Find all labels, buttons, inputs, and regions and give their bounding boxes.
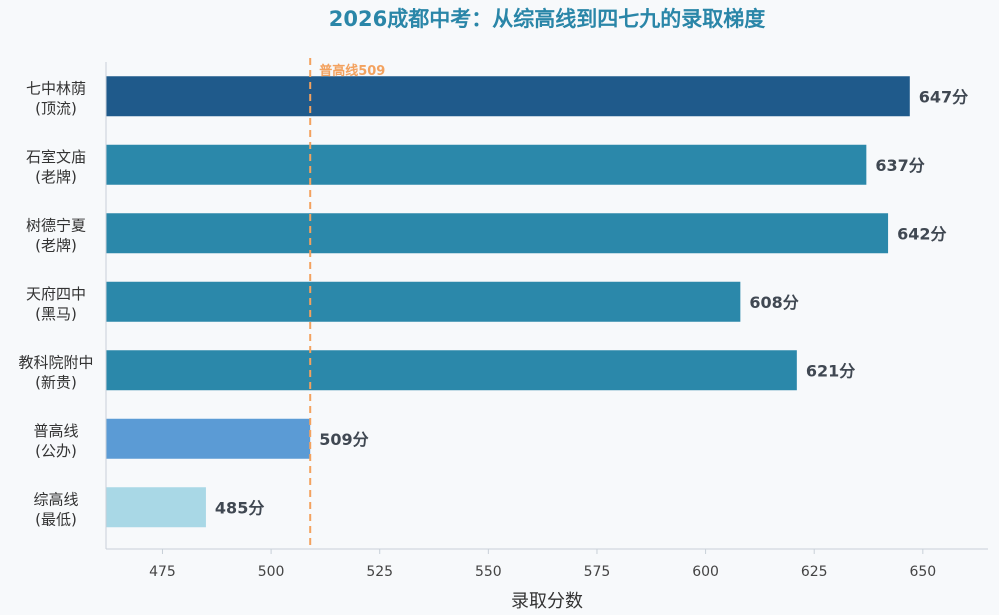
x-tick-label-1: 500: [258, 564, 285, 580]
value-label-4: 621分: [806, 361, 855, 380]
value-label-6: 485分: [215, 498, 264, 517]
x-tick-label-6: 625: [801, 564, 828, 580]
category-label-4: 教科院附中: [18, 353, 93, 371]
category-tag-4: (新贵): [35, 373, 77, 391]
bar-6: [106, 487, 206, 528]
bar-4: [106, 350, 797, 391]
bar-1: [106, 144, 867, 185]
x-tick-label-4: 575: [584, 564, 611, 580]
category-tag-6: (最低): [35, 510, 77, 528]
bar-2: [106, 213, 889, 254]
x-tick-label-2: 525: [366, 564, 393, 580]
bar-5: [106, 418, 311, 459]
category-tag-1: (老牌): [35, 168, 77, 186]
x-tick-label-5: 600: [692, 564, 719, 580]
category-label-6: 综高线: [33, 490, 78, 508]
bars-layer: [106, 76, 910, 528]
x-tick-label-0: 475: [149, 564, 176, 580]
category-label-1: 石室文庙: [26, 148, 86, 166]
bar-3: [106, 281, 741, 322]
bar-0: [106, 76, 910, 117]
x-tick-label-3: 550: [475, 564, 502, 580]
x-tick-label-7: 650: [909, 564, 936, 580]
labels-layer: 647分 七中林荫 (顶流) 637分 石室文庙 (老牌) 642分 树德宁夏 (老牌) 608分…: [18, 79, 968, 528]
reference-line-label: 普高线509: [319, 63, 385, 79]
category-label-3: 天府四中: [26, 285, 86, 303]
category-tag-3: (黑马): [35, 305, 77, 323]
x-axis-label: 录取分数: [511, 591, 583, 612]
value-label-2: 642分: [897, 224, 946, 243]
value-label-1: 637分: [875, 156, 924, 175]
category-label-2: 树德宁夏: [26, 216, 86, 234]
category-label-0: 七中林荫: [26, 79, 86, 97]
axis-layer: [105, 62, 988, 550]
chart-title: 2026成都中考：从综高线到四七九的录取梯度: [329, 7, 765, 31]
value-label-3: 608分: [749, 293, 798, 312]
value-label-0: 647分: [919, 87, 968, 106]
category-tag-0: (顶流): [35, 99, 77, 117]
category-tag-5: (公办): [35, 442, 77, 460]
category-tag-2: (老牌): [35, 236, 77, 254]
ticks-layer: 475 500 525 550 575 600 625 650: [149, 549, 936, 580]
reference-layer: 普高线509: [309, 58, 385, 549]
value-label-5: 509分: [319, 430, 368, 449]
category-label-5: 普高线: [33, 422, 78, 440]
